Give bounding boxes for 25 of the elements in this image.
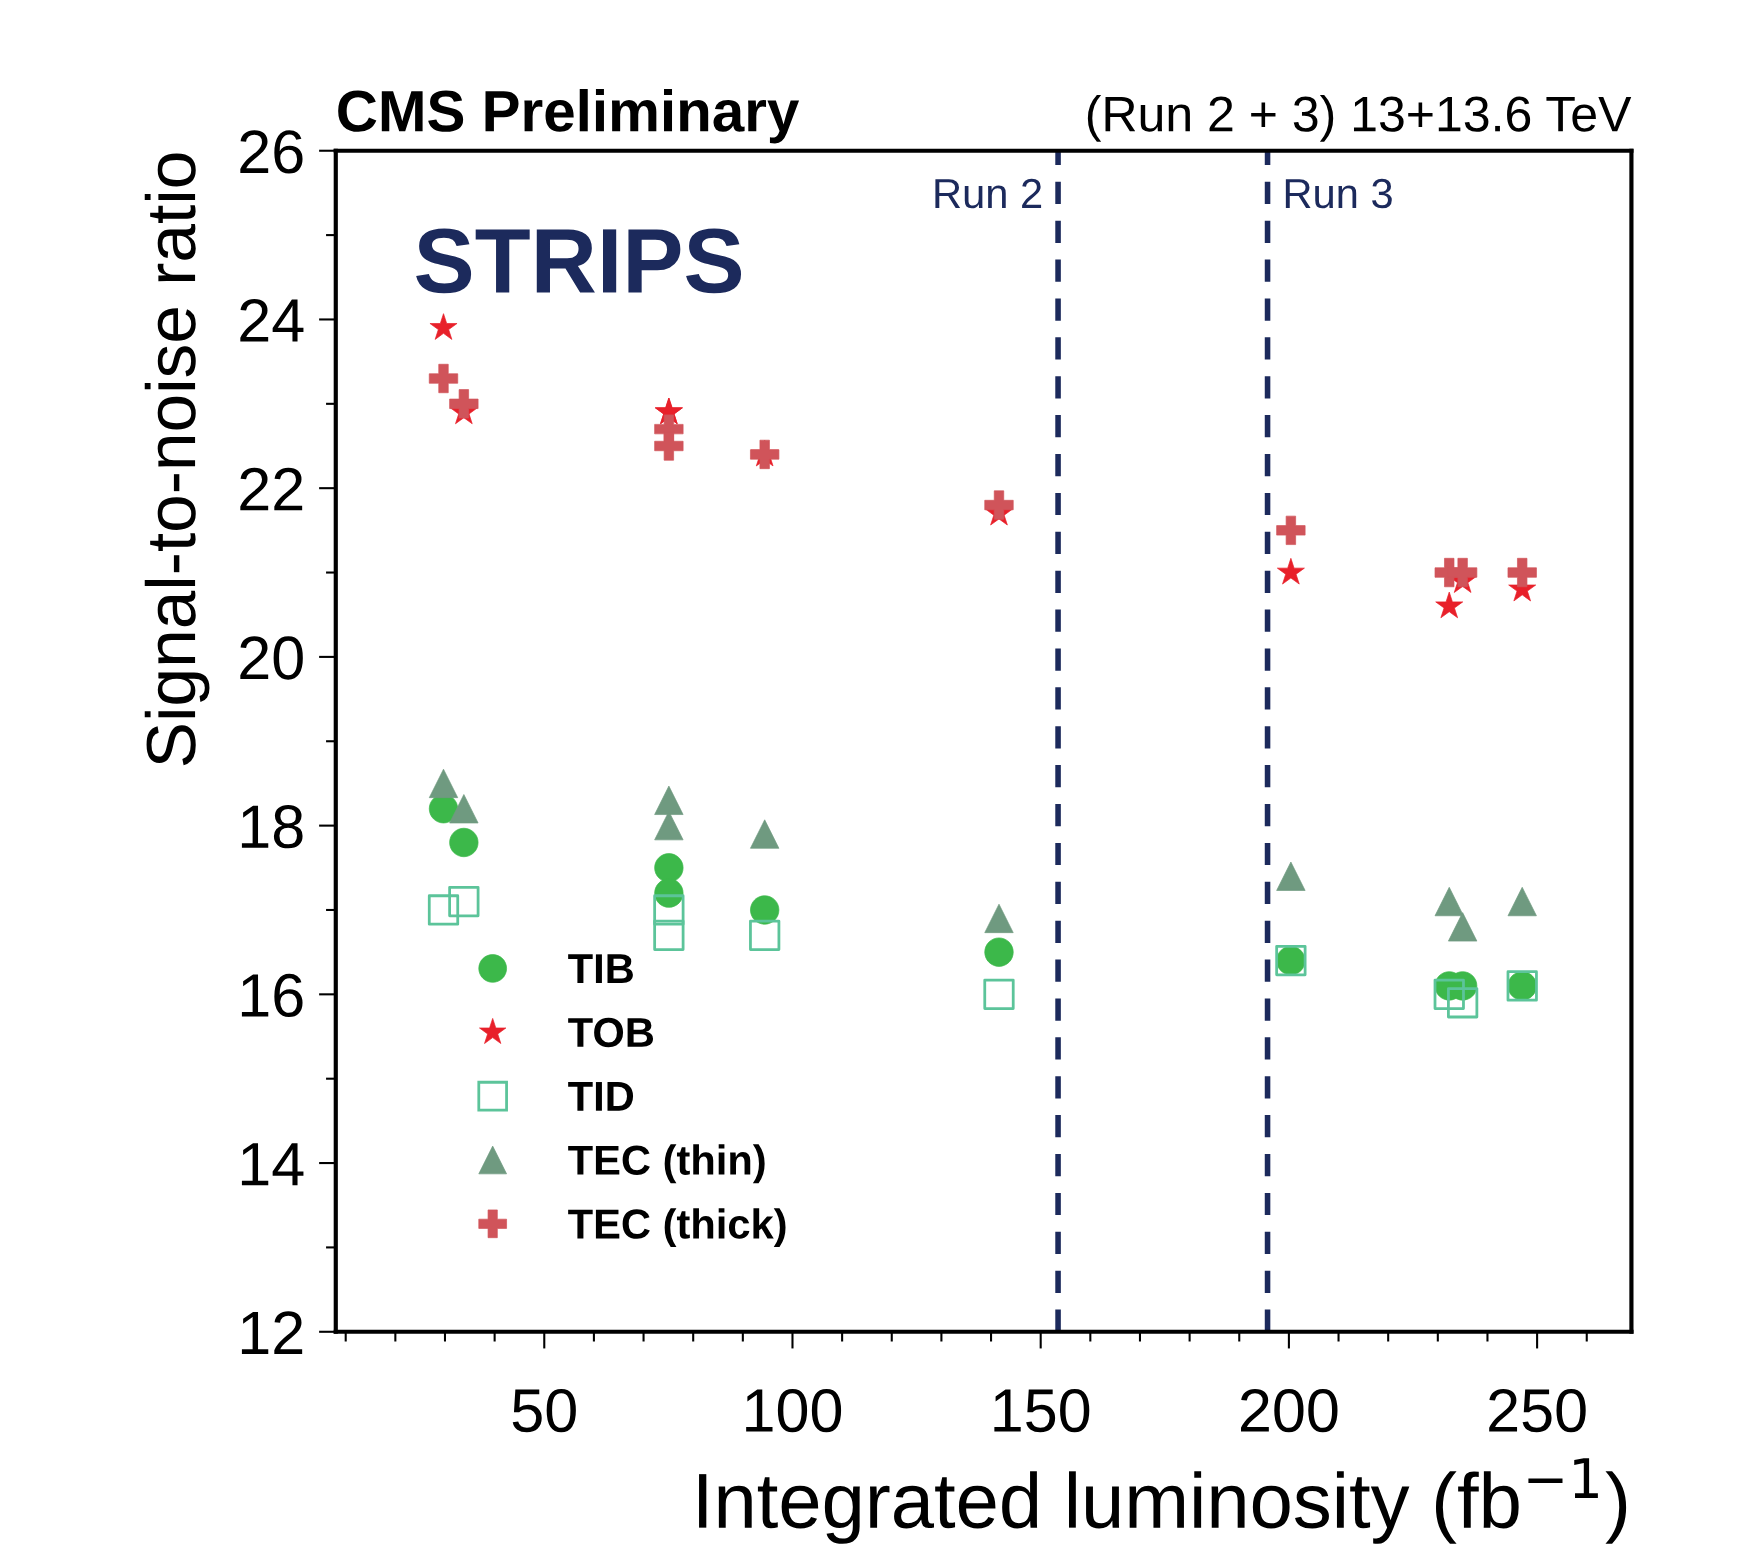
legend-label: TEC (thick) [568, 1208, 786, 1248]
y-tick-label: 16 [241, 973, 303, 1018]
y-tick-label: 12 [241, 1311, 303, 1354]
x-tick-label: 200 [1241, 1388, 1338, 1433]
x-tick-label: 100 [746, 1388, 842, 1433]
y-tick-label: 22 [240, 467, 303, 511]
y-tick-label: 24 [240, 298, 304, 342]
y-axis-title: Signal-to-noise ratio [144, 153, 210, 766]
x-axis-title: Integrated luminosity (fb$^{−1}$) [699, 1458, 1627, 1544]
ref-line-label: Run 2 [935, 178, 1042, 209]
y-tick-label: 20 [240, 636, 303, 680]
chart-title: CMS Preliminary [338, 89, 800, 144]
y-tick-label: 18 [241, 805, 303, 849]
annotation: STRIPS [416, 228, 742, 294]
y-tick-label: 14 [241, 1143, 304, 1186]
legend-label: TIB [568, 954, 633, 984]
legend-label: TOB [568, 1017, 654, 1048]
chart-subtitle: (Run 2 + 3) 13+13.6 TeV [1087, 95, 1632, 142]
x-tick-label: 150 [994, 1388, 1090, 1433]
legend-label: TEC (thin) [568, 1144, 765, 1184]
x-tick-label: 50 [512, 1388, 576, 1433]
ref-line-label: Run 3 [1285, 178, 1392, 209]
y-tick-label: 26 [240, 130, 303, 174]
x-tick-label: 250 [1489, 1388, 1586, 1433]
legend-label: TID [568, 1082, 634, 1111]
